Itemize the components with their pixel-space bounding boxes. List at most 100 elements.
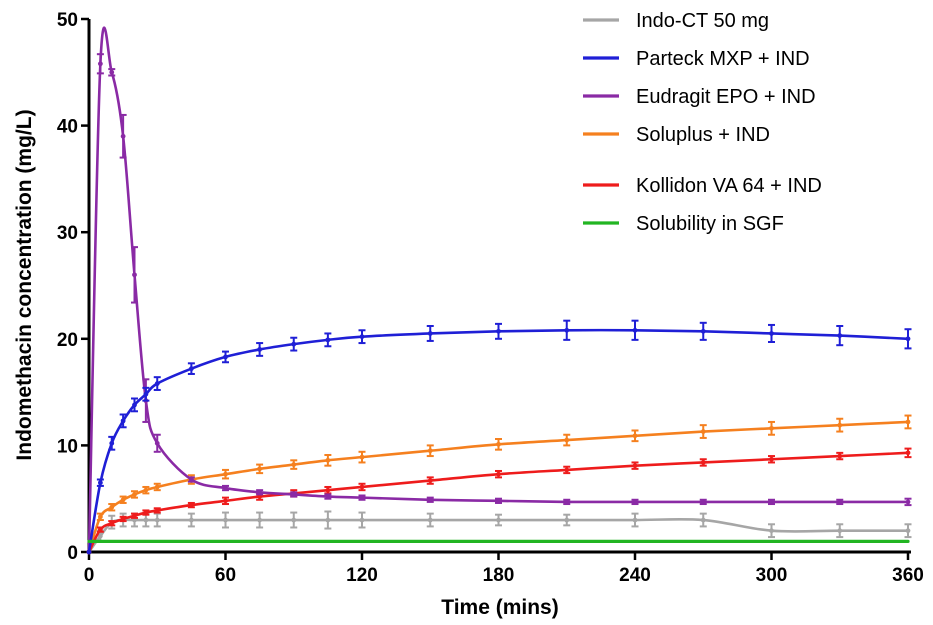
data-point: [905, 336, 911, 342]
data-point: [632, 517, 638, 523]
x-tick-label: 0: [84, 565, 95, 586]
data-point: [109, 520, 115, 526]
series-indo-ct-50-mg: [86, 510, 912, 555]
data-point: [97, 527, 103, 533]
data-point: [700, 328, 706, 334]
data-point: [564, 499, 570, 505]
data-point: [325, 494, 331, 499]
data-point: [154, 381, 160, 386]
data-point: [700, 499, 706, 505]
data-point: [837, 499, 843, 505]
data-point: [132, 272, 137, 278]
data-point: [291, 517, 297, 523]
data-point: [325, 487, 331, 493]
data-point: [325, 517, 331, 523]
series-line: [87, 517, 910, 554]
data-point: [564, 517, 570, 523]
series-parteck-mxp-ind: [86, 319, 912, 555]
series-kollidon-va-64-ind: [86, 447, 912, 555]
data-point: [359, 484, 365, 490]
data-point: [837, 453, 843, 459]
data-point: [700, 429, 706, 434]
y-tick-label: 50: [57, 10, 78, 31]
data-point: [132, 492, 137, 497]
x-tick-label: 360: [892, 565, 924, 586]
data-point: [837, 422, 843, 428]
data-point: [496, 441, 501, 447]
data-point: [769, 331, 774, 336]
legend: Indo-CT 50 mg Parteck MXP + IND Eudragit E…: [583, 10, 822, 235]
y-tick-label: 0: [67, 543, 78, 564]
data-point: [143, 510, 149, 515]
data-point: [359, 517, 365, 523]
series-eudragit-epo-ind: [86, 26, 912, 555]
series-line: [87, 451, 910, 554]
x-tick-label: 120: [346, 565, 378, 586]
data-point: [188, 477, 194, 482]
data-point: [223, 517, 228, 523]
data-point: [120, 497, 126, 503]
data-point: [97, 533, 103, 539]
series-line: [87, 420, 910, 554]
data-point: [120, 133, 126, 139]
data-point: [97, 514, 103, 520]
data-point: [291, 462, 297, 467]
data-point: [291, 341, 297, 347]
data-point: [291, 492, 297, 497]
data-point: [496, 517, 501, 523]
x-tick-label: 300: [756, 565, 788, 586]
data-point: [188, 366, 194, 372]
data-point: [564, 437, 570, 443]
data-point: [97, 61, 103, 67]
data-point: [905, 450, 911, 456]
data-point: [632, 499, 638, 505]
data-point: [325, 457, 331, 463]
data-point: [769, 456, 774, 462]
x-tick-label: 240: [619, 565, 651, 586]
tick-labels: 0 60 120 180 240 300 360 0 10 20 30 40 50: [57, 10, 924, 586]
data-point: [154, 508, 160, 513]
data-point: [86, 549, 92, 555]
data-point: [132, 402, 137, 408]
data-point: [427, 478, 433, 483]
legend-label: Soluplus + IND: [636, 124, 770, 146]
legend-item: Eudragit EPO + IND: [583, 86, 816, 108]
data-point: [427, 331, 433, 336]
data-point: [905, 528, 911, 534]
data-point: [427, 517, 433, 523]
data-point: [359, 454, 365, 460]
data-point: [188, 517, 194, 523]
data-point: [564, 327, 570, 333]
data-point: [223, 485, 228, 491]
data-point: [427, 448, 433, 454]
legend-label: Solubility in SGF: [636, 213, 784, 235]
data-point: [257, 466, 263, 472]
legend-item: Soluplus + IND: [583, 124, 770, 146]
legend-label: Eudragit EPO + IND: [636, 86, 816, 108]
data-point: [769, 499, 774, 505]
data-point: [223, 471, 228, 477]
x-axis-title: Time (mins): [441, 596, 558, 619]
plot-area: [86, 26, 912, 555]
data-point: [632, 463, 638, 469]
data-point: [632, 327, 638, 333]
legend-item: Solubility in SGF: [583, 213, 784, 235]
ticks: [81, 17, 910, 560]
data-point: [359, 334, 365, 340]
series-soluplus-ind: [86, 414, 912, 555]
data-point: [223, 354, 228, 360]
data-point: [154, 440, 160, 446]
data-point: [154, 484, 160, 490]
data-point: [97, 480, 103, 486]
legend-label: Indo-CT 50 mg: [636, 10, 769, 32]
data-point: [564, 467, 570, 473]
data-point: [496, 498, 501, 504]
data-point: [427, 497, 433, 503]
data-point: [120, 516, 126, 522]
data-point: [188, 502, 194, 508]
y-axis-title: Indomethacin concentration (mg/L): [13, 109, 36, 460]
data-point: [223, 498, 228, 504]
data-point: [905, 499, 911, 505]
data-point: [109, 504, 115, 510]
